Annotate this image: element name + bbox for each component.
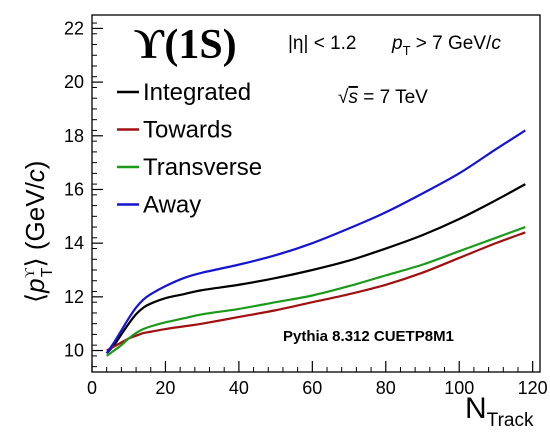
x-tick-label: 0 — [87, 378, 97, 398]
y-axis-label: ⟨pϒT⟩ (GeV/c) — [20, 161, 56, 303]
x-axis-label: NTrack — [465, 392, 534, 431]
y-tick-label: 14 — [64, 233, 84, 253]
y-tick-label: 20 — [64, 72, 84, 92]
eta-cut-label: |η| < 1.2 — [288, 33, 357, 54]
generator-label: Pythia 8.312 CUETP8M1 — [283, 328, 454, 345]
y-tick-label: 16 — [64, 179, 84, 199]
legend: Integrated Towards Transverse Away — [117, 79, 262, 219]
x-tick-label: 80 — [376, 378, 396, 398]
plot-frame — [91, 14, 541, 373]
x-tick-label: 60 — [302, 378, 322, 398]
legend-label-towards: Towards — [143, 117, 232, 144]
x-tick-label: 20 — [155, 378, 175, 398]
plot-marks — [105, 129, 526, 357]
axes: 0 20 40 60 80 100 120 10 12 14 16 18 20 22 — [64, 18, 548, 398]
series-line-away — [105, 129, 526, 354]
x-tick-label: 40 — [229, 378, 249, 398]
y-tick-label: 12 — [64, 287, 84, 307]
y-tick-label: 18 — [64, 126, 84, 146]
y-tick-label: 10 — [64, 341, 84, 361]
legend-label-integrated: Integrated — [143, 79, 251, 106]
legend-label-transverse: Transverse — [143, 154, 262, 181]
series-line-integrated — [105, 183, 526, 354]
legend-label-away: Away — [143, 192, 201, 219]
x-tick-label: 100 — [444, 378, 474, 398]
x-tick-label: 120 — [518, 378, 548, 398]
energy-label: √s = 7 TeV — [338, 87, 428, 108]
y-tick-label: 22 — [64, 18, 84, 38]
pt-cut-label: pT > 7 GeV/c — [391, 33, 501, 58]
series-line-transverse — [106, 226, 526, 357]
chart-title: ϒ(1S) — [134, 22, 237, 68]
